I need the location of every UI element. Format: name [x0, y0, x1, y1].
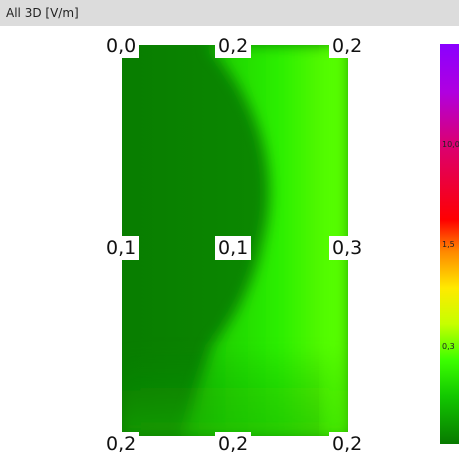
color-scale-legend: 10,0 1,5 0,3	[440, 44, 459, 444]
color-scale-tick: 1,5	[442, 240, 455, 249]
node-value-label: 0,2	[329, 432, 366, 456]
node-value-label: 0,0	[103, 34, 140, 58]
node-value-label: 0,2	[103, 432, 140, 456]
node-value-label: 0,3	[329, 236, 366, 260]
color-scale-tick: 10,0	[442, 140, 459, 149]
title-bar: All 3D [V/m]	[0, 0, 459, 26]
field-heatmap[interactable]	[122, 45, 348, 436]
heatmap-graphic	[122, 45, 348, 436]
node-value-label: 0,1	[103, 236, 140, 260]
node-value-label: 0,2	[329, 34, 366, 58]
window-title: All 3D [V/m]	[6, 6, 79, 20]
node-value-label: 0,2	[215, 432, 252, 456]
node-value-label: 0,1	[215, 236, 252, 260]
color-scale-gradient	[440, 44, 459, 444]
color-scale-tick: 0,3	[442, 342, 455, 351]
node-value-label: 0,2	[215, 34, 252, 58]
